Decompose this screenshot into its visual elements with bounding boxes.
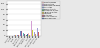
Bar	[21, 32, 22, 36]
Bar	[26, 35, 27, 36]
Bar	[23, 33, 24, 36]
Legend: Climate change, Fine particles, Photochemical ozone, Acidification, Human toxici: Climate change, Fine particles, Photoche…	[42, 1, 60, 19]
Bar	[31, 21, 32, 36]
Bar	[28, 33, 29, 36]
Bar	[18, 35, 19, 36]
Bar	[37, 28, 38, 36]
Bar	[15, 35, 16, 36]
Bar	[27, 34, 28, 36]
Bar	[24, 31, 25, 36]
Bar	[34, 32, 35, 36]
Bar	[14, 35, 15, 36]
Bar	[38, 32, 39, 36]
Bar	[35, 34, 36, 36]
Bar	[32, 30, 33, 36]
Bar	[20, 28, 21, 36]
